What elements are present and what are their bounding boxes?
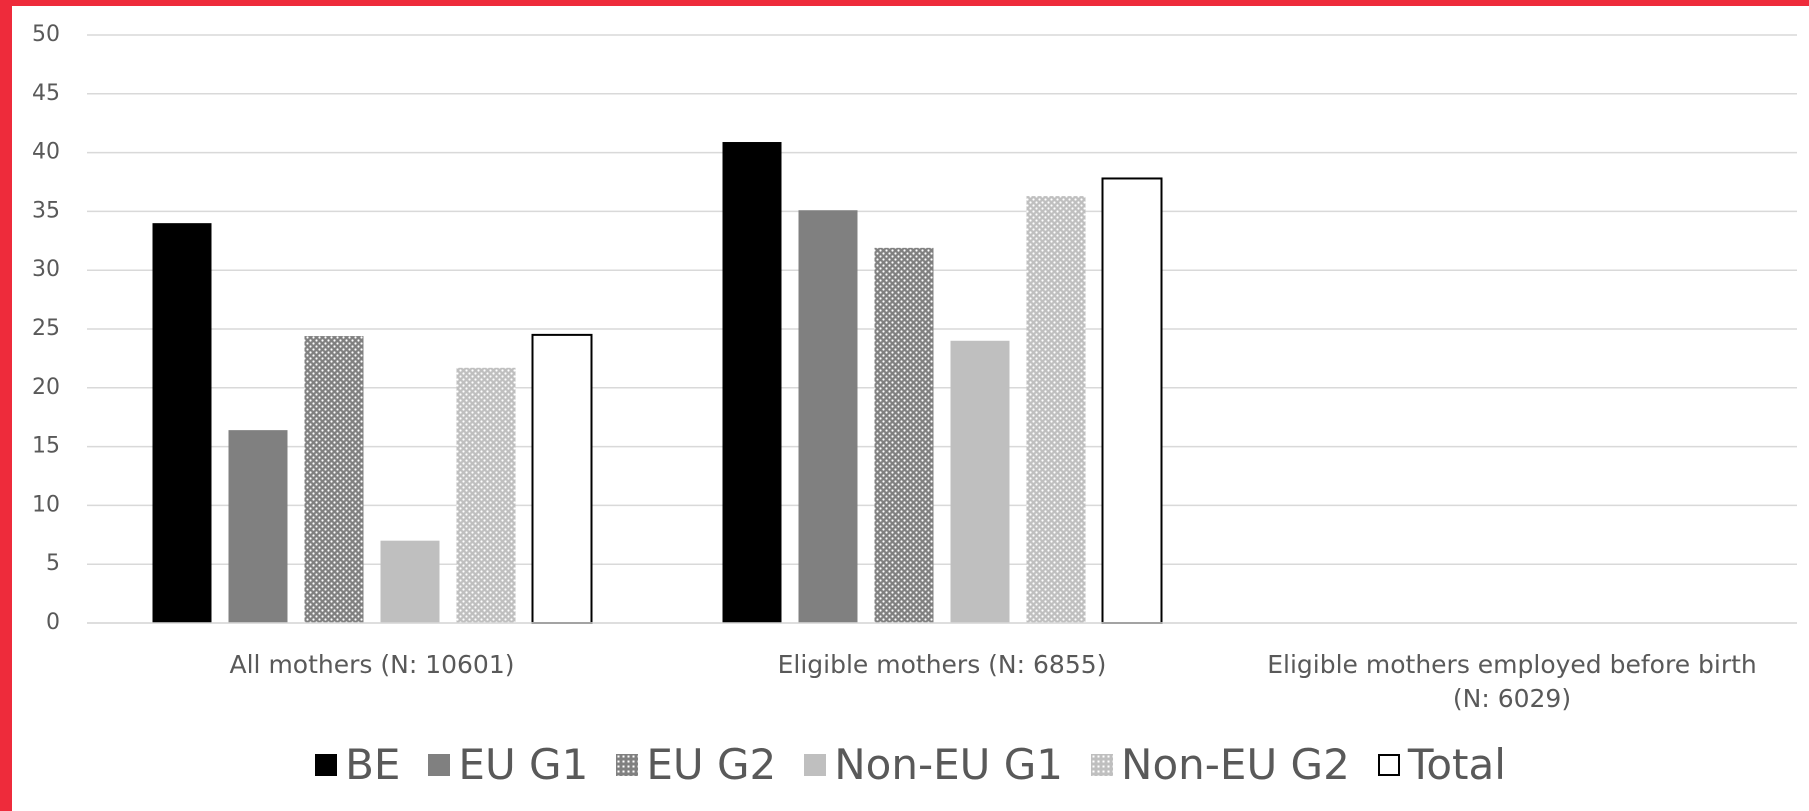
legend-item: EU G2 <box>616 740 776 789</box>
y-tick-label: 30 <box>32 257 60 282</box>
bar <box>152 223 212 623</box>
y-tick-label: 35 <box>32 198 60 223</box>
legend-label: Non-EU G2 <box>1121 740 1350 789</box>
legend-item: Non-EU G1 <box>804 740 1063 789</box>
bar <box>874 247 934 623</box>
bar <box>304 336 364 623</box>
y-tick-label: 25 <box>32 316 60 341</box>
legend-swatch <box>616 753 639 776</box>
bar <box>531 333 593 624</box>
y-tick-label: 10 <box>32 492 60 517</box>
y-tick-label: 20 <box>32 375 60 400</box>
legend-label: EU G1 <box>458 740 589 789</box>
legend-label: EU G2 <box>646 740 777 789</box>
y-tick-label: 15 <box>32 434 60 459</box>
y-tick-label: 5 <box>46 551 60 576</box>
bar <box>456 367 516 623</box>
x-tick-label: Eligible mothers (N: 6855) <box>777 650 1107 679</box>
bar <box>1026 196 1086 623</box>
legend-swatch <box>1377 753 1400 776</box>
legend-item: Total <box>1377 740 1506 789</box>
y-tick-label: 40 <box>32 140 60 165</box>
legend-item: EU G1 <box>428 740 588 789</box>
legend-swatch <box>428 753 451 776</box>
bar <box>950 340 1010 623</box>
bar <box>722 142 782 624</box>
bar <box>228 430 288 623</box>
y-tick-label: 50 <box>32 22 60 47</box>
legend-label: Total <box>1407 740 1506 789</box>
y-tick-label: 45 <box>32 81 60 106</box>
y-tick-label: 0 <box>46 610 60 635</box>
x-tick-label: All mothers (N: 10601) <box>229 650 515 679</box>
legend-label: BE <box>345 740 401 789</box>
legend-swatch <box>1091 753 1114 776</box>
bar <box>798 210 858 623</box>
bar <box>1101 177 1163 625</box>
legend-item: BE <box>315 740 400 789</box>
legend-swatch <box>804 753 827 776</box>
legend-swatch <box>315 753 338 776</box>
legend-item: Non-EU G2 <box>1091 740 1350 789</box>
legend-label: Non-EU G1 <box>834 740 1064 789</box>
bar <box>380 540 440 623</box>
x-tick-label: Eligible mothers employed before birth (… <box>1267 650 1757 713</box>
legend: BE EU G1 EU G2 Non-EU G1 Non-EU G2 Total <box>12 740 1809 789</box>
